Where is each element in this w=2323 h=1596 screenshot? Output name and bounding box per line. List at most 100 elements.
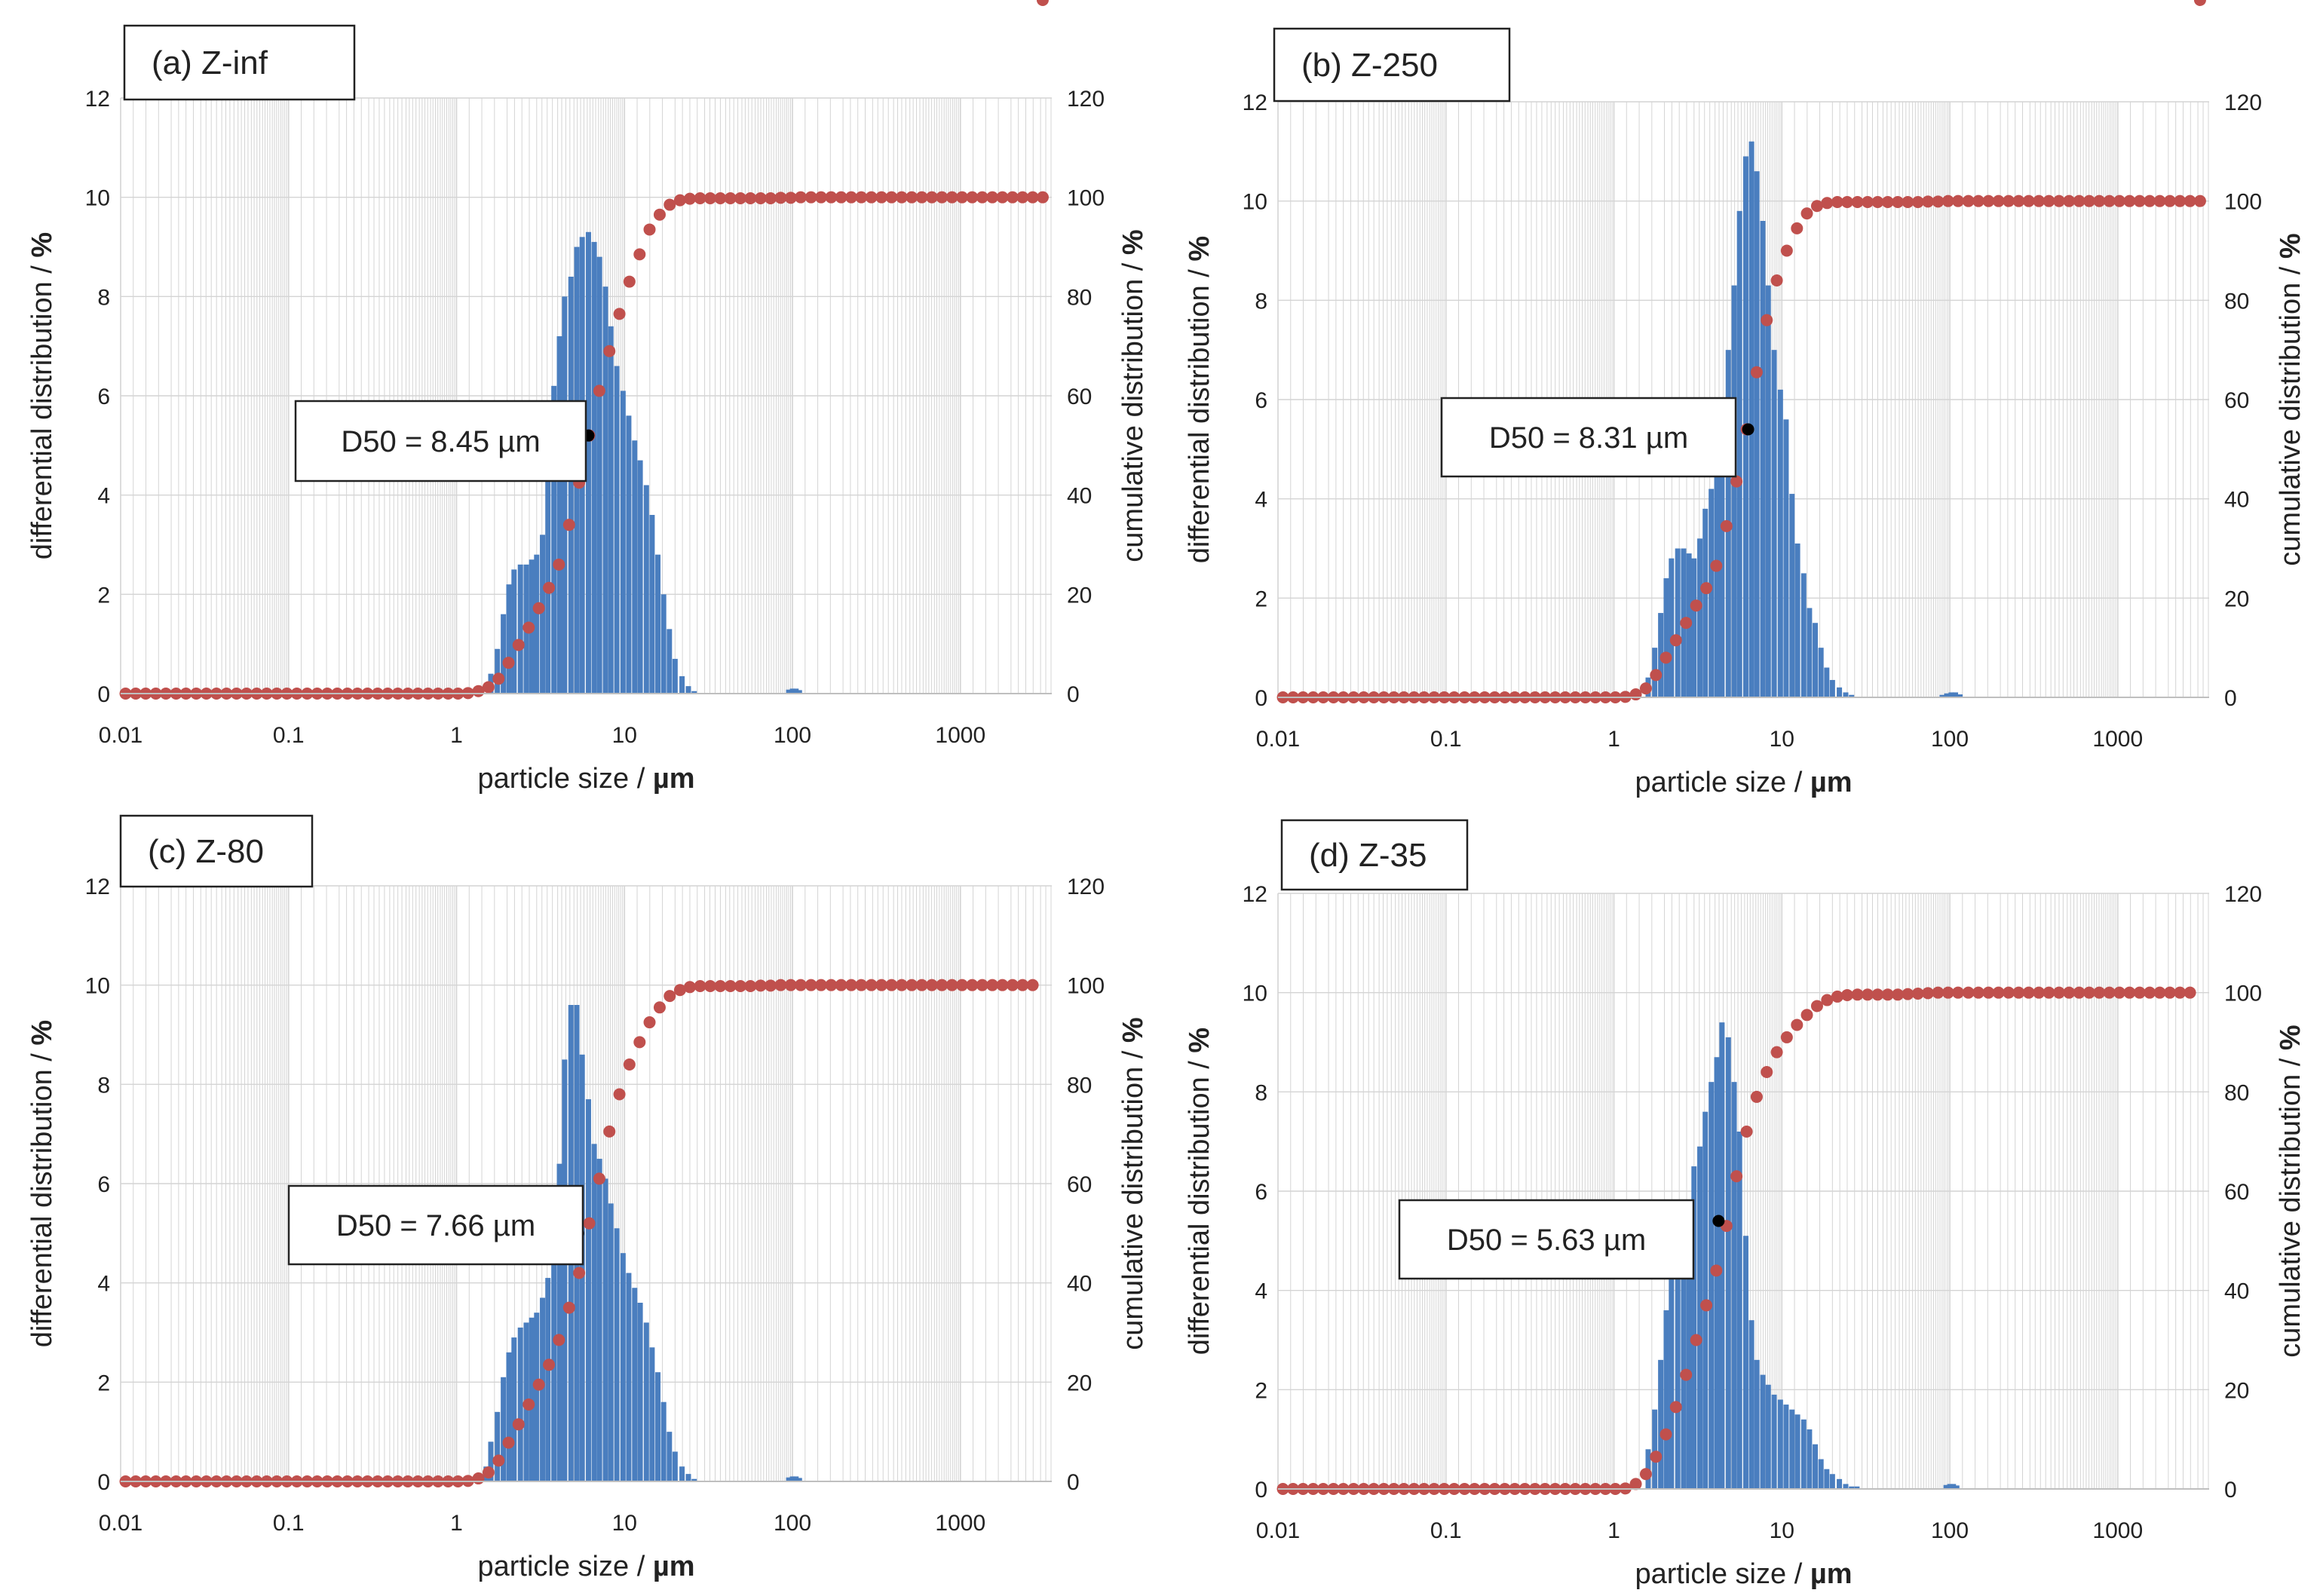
bar (1765, 285, 1771, 697)
cumulative-point (845, 191, 858, 204)
y-left-tick-label: 2 (1255, 1378, 1267, 1403)
bar (1760, 221, 1766, 697)
cumulative-point (1862, 195, 1874, 208)
bar (501, 1377, 507, 1481)
cumulative-point (1629, 1478, 1642, 1490)
bar (608, 326, 614, 694)
bar (786, 1477, 792, 1481)
x-tick-label: 1 (450, 1511, 463, 1536)
bar (506, 1352, 512, 1481)
cumulative-point (804, 979, 817, 991)
d50-annotation-label: D50 = 5.63 µm (1447, 1224, 1646, 1257)
cumulative-point (2043, 986, 2055, 999)
bar (1754, 1359, 1760, 1489)
cumulative-point (714, 979, 727, 992)
cumulative-point (2033, 986, 2046, 999)
cumulative-point (865, 191, 878, 204)
cumulative-point (2063, 195, 2076, 207)
bar (608, 1203, 614, 1481)
cumulative-point (1810, 200, 1823, 213)
bar (1771, 350, 1777, 697)
y-left-tick-label: 0 (97, 682, 110, 707)
bar (1719, 419, 1725, 697)
y-right-tick-label: 100 (2224, 982, 2262, 1006)
cumulative-point (2012, 986, 2025, 999)
cumulative-point (2113, 195, 2126, 207)
y-right-tick-label: 60 (2224, 388, 2249, 413)
cumulative-point (2193, 195, 2206, 207)
cumulative-point (724, 191, 737, 204)
bar (1789, 494, 1795, 697)
cumulative-point (754, 979, 767, 992)
y-left-axis-label: differential distribution / % (1184, 1028, 1215, 1355)
bar (1794, 1414, 1800, 1489)
bar (534, 1313, 540, 1481)
bar (626, 415, 632, 694)
cumulative-point (2184, 986, 2196, 999)
panel-title-box (119, 814, 314, 888)
cumulative-point (895, 979, 908, 991)
cumulative-point (1720, 519, 1733, 532)
y-right-tick-label: 20 (1067, 583, 1092, 608)
cumulative-point (512, 639, 525, 651)
y-right-axis-label: cumulative distribution / % (2275, 1025, 2306, 1357)
cumulative-point (976, 191, 988, 204)
cumulative-point (1952, 195, 1965, 207)
cumulative-point (1851, 988, 1864, 1001)
cumulative-point (2103, 986, 2116, 999)
panel-title-box (123, 24, 356, 101)
y-left-axis-label: differential distribution / % (1184, 236, 1215, 563)
y-right-tick-label: 100 (1067, 186, 1105, 211)
cumulative-point (2174, 986, 2187, 999)
bar (614, 1228, 620, 1481)
bar (1771, 1394, 1777, 1489)
cumulative-point (734, 191, 747, 204)
cumulative-point (865, 979, 878, 991)
bar (1794, 543, 1800, 697)
bar (585, 231, 591, 694)
bar (620, 391, 626, 694)
cumulative-point (1871, 195, 1884, 208)
cumulative-point (492, 1454, 505, 1467)
cumulative-point (482, 681, 495, 694)
cumulative-point (2093, 195, 2106, 207)
bar (679, 675, 685, 694)
d50-annotation-box (287, 1184, 584, 1266)
cumulative-point (1629, 688, 1642, 701)
y-left-axis-label: differential distribution / % (26, 1020, 58, 1347)
bar (495, 648, 501, 694)
bar (660, 1401, 667, 1481)
x-axis-label: particle size / µm (478, 763, 695, 795)
bar (1652, 1409, 1658, 1489)
d50-marker (1712, 1215, 1725, 1227)
bar (655, 1372, 661, 1481)
cumulative-point (573, 1267, 586, 1279)
y-right-axis-label: cumulative distribution / % (1117, 229, 1149, 562)
bar (1843, 692, 1849, 697)
bar (1800, 573, 1807, 697)
cumulative-point (945, 191, 958, 204)
bar (1944, 693, 1950, 697)
cumulative-point (1932, 195, 1945, 208)
cumulative-point (1680, 617, 1693, 630)
y-right-tick-label: 80 (1067, 1073, 1092, 1098)
y-left-tick-label: 10 (85, 974, 110, 999)
x-tick-label: 0.01 (99, 1511, 143, 1536)
bar (506, 584, 512, 694)
cumulative-point (1761, 1066, 1773, 1078)
panel-title: (c) Z-80 (148, 833, 264, 870)
bar (1675, 548, 1681, 697)
cumulative-point (523, 1398, 535, 1411)
cumulative-point (1871, 988, 1884, 1001)
cumulative-point (523, 621, 535, 634)
x-tick-label: 1000 (2092, 1518, 2143, 1543)
cumulative-point (1992, 986, 2005, 999)
cumulative-point (1780, 1031, 1793, 1043)
bar (1675, 1240, 1681, 1489)
bar (545, 1278, 551, 1481)
cumulative-point (2133, 986, 2146, 999)
cumulative-point (956, 191, 969, 204)
x-tick-label: 1000 (2092, 727, 2143, 752)
cumulative-point (2082, 986, 2095, 999)
cumulative-point (2144, 195, 2156, 207)
